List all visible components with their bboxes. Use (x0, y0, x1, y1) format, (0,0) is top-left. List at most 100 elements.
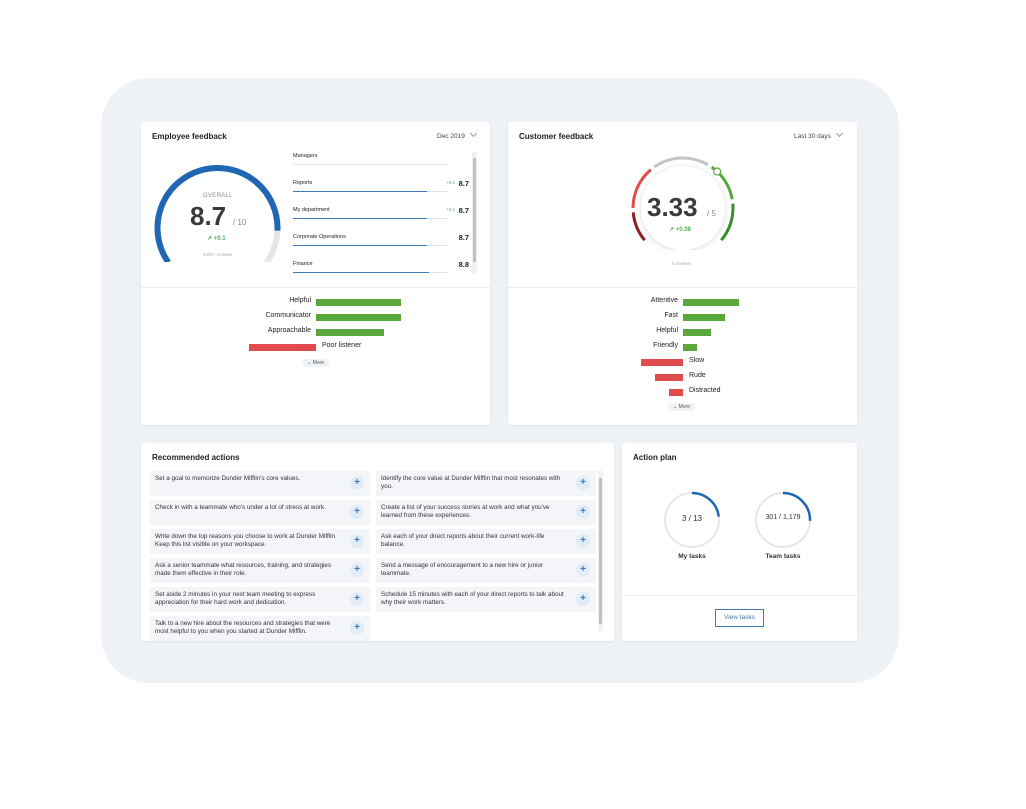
trait-row: Poor listener (141, 341, 490, 354)
action-item[interactable]: Write down the top reasons you choose to… (150, 529, 370, 554)
department-row[interactable]: Reports +0.1 8.7 (293, 179, 469, 207)
action-text: Check in with a teammate who's under a l… (155, 504, 326, 511)
trait-row: Approachable (141, 326, 490, 339)
divider (508, 287, 857, 288)
department-name: Corporate Operations (293, 234, 346, 240)
department-row[interactable]: Managers (293, 153, 469, 180)
responses-count: 2000+ reviews (203, 252, 233, 257)
action-item[interactable]: Ask each of your direct reports about th… (376, 529, 596, 554)
trait-bar (683, 344, 697, 351)
add-action-button[interactable]: + (576, 563, 590, 577)
department-list[interactable]: Managers Reports +0.1 8.7 My department … (293, 152, 469, 274)
add-action-button[interactable]: + (350, 592, 364, 606)
chevron-down-icon: ⌄ (307, 360, 313, 366)
action-item[interactable]: Ask a senior teammate what resources, tr… (150, 558, 370, 583)
trait-bar (316, 314, 401, 321)
my-tasks-label: My tasks (678, 553, 706, 560)
department-delta: +0.1 (446, 180, 455, 185)
overall-gauge (154, 165, 281, 262)
add-action-button[interactable]: + (350, 505, 364, 519)
trait-row: Rude (508, 371, 857, 384)
team-tasks-ring (755, 491, 812, 548)
period-select[interactable]: Dec 2019 (437, 129, 477, 140)
overall-label: OVERALL (203, 193, 233, 199)
card-title: Customer feedback (519, 132, 594, 141)
action-text: Send a message of encouragement to a new… (381, 562, 544, 577)
action-item[interactable]: Talk to a new hire about the resources a… (150, 616, 370, 641)
trait-label: Friendly (653, 342, 678, 349)
add-action-button[interactable]: + (350, 563, 364, 577)
trait-bar (683, 299, 739, 306)
view-tasks-button[interactable]: View tasks (715, 609, 764, 627)
trait-bar (316, 299, 401, 306)
trait-label: Helpful (656, 327, 678, 334)
trait-row: Helpful (508, 326, 857, 339)
add-action-button[interactable]: + (350, 621, 364, 635)
trait-bar (683, 329, 711, 336)
trait-row: Helpful (141, 296, 490, 309)
customer-score-gauge (631, 156, 735, 250)
action-item[interactable]: Create a list of your success stories at… (376, 500, 596, 525)
department-score: 8.8 (458, 260, 469, 269)
add-action-button[interactable]: + (350, 476, 364, 490)
scrollbar-thumb[interactable] (473, 158, 476, 262)
trait-row: Fast (508, 311, 857, 324)
action-item[interactable]: Check in with a teammate who's under a l… (150, 500, 370, 525)
add-action-button[interactable]: + (576, 592, 590, 606)
add-action-button[interactable]: + (576, 505, 590, 519)
trait-label: Helpful (289, 297, 311, 304)
action-item[interactable]: Identify the core value at Dunder Miffli… (376, 471, 596, 496)
more-button[interactable]: ⌄ More (302, 359, 329, 367)
period-select[interactable]: Last 30 days (794, 129, 843, 140)
action-text: Create a list of your success stories at… (381, 504, 550, 519)
trait-row: Slow (508, 356, 857, 369)
action-item[interactable]: Schedule 15 minutes with each of your di… (376, 587, 596, 612)
reviews-count: 4 reviews (672, 261, 692, 266)
action-text: Identify the core value at Dunder Miffli… (381, 475, 561, 490)
period-value: Dec 2019 (437, 133, 465, 140)
department-score: 8.7 (458, 206, 469, 215)
trait-row: Friendly (508, 341, 857, 354)
action-text: Ask a senior teammate what resources, tr… (155, 562, 332, 577)
overall-denominator: / 10 (233, 218, 247, 227)
actions-scrollbar[interactable] (598, 471, 603, 631)
trait-label: Attentive (650, 297, 678, 304)
customer-score: 3.33 (647, 192, 698, 222)
action-text: Schedule 15 minutes with each of your di… (381, 591, 564, 606)
trait-label: Approachable (267, 327, 311, 334)
trait-label: Poor listener (322, 342, 362, 349)
department-row[interactable]: My department +0.1 8.7 (293, 206, 469, 234)
add-action-button[interactable]: + (576, 476, 590, 490)
department-name: Reports (293, 180, 313, 186)
overall-score: 8.7 (190, 201, 227, 231)
trait-label: Rude (689, 372, 706, 379)
department-scrollbar[interactable] (472, 152, 477, 274)
add-action-button[interactable]: + (350, 534, 364, 548)
score-delta: ↗ +0.08 (669, 227, 691, 233)
department-score-track (293, 191, 447, 192)
action-item[interactable]: Send a message of encouragement to a new… (376, 558, 596, 583)
department-name: My department (293, 207, 330, 213)
trend-up-icon: ↗ (669, 227, 676, 233)
trait-bar (683, 314, 725, 321)
card-title: Employee feedback (152, 132, 227, 141)
department-row[interactable]: Finance 8.8 (293, 260, 469, 274)
department-score-fill (293, 245, 427, 246)
trait-bar (316, 329, 384, 336)
add-action-button[interactable]: + (576, 534, 590, 548)
department-name: Managers (293, 153, 318, 159)
department-row[interactable]: Corporate Operations 8.7 (293, 233, 469, 261)
more-button[interactable]: ⌄ More (668, 403, 695, 411)
department-score-track (293, 245, 447, 246)
chevron-down-icon (469, 129, 477, 138)
action-item[interactable]: Set a goal to memorize Dunder Mifflin's … (150, 471, 370, 496)
scrollbar-thumb[interactable] (599, 478, 602, 624)
trait-bar (641, 359, 683, 366)
action-item[interactable]: Set aside 2 minutes in your next team me… (150, 587, 370, 612)
action-text: Set aside 2 minutes in your next team me… (155, 591, 316, 606)
trait-row: Attentive (508, 296, 857, 309)
recommended-actions-card: Recommended actions Set a goal to memori… (141, 443, 614, 641)
my-tasks-ring (664, 491, 721, 548)
trait-label: Fast (664, 312, 678, 319)
trait-row: Communicator (141, 311, 490, 324)
